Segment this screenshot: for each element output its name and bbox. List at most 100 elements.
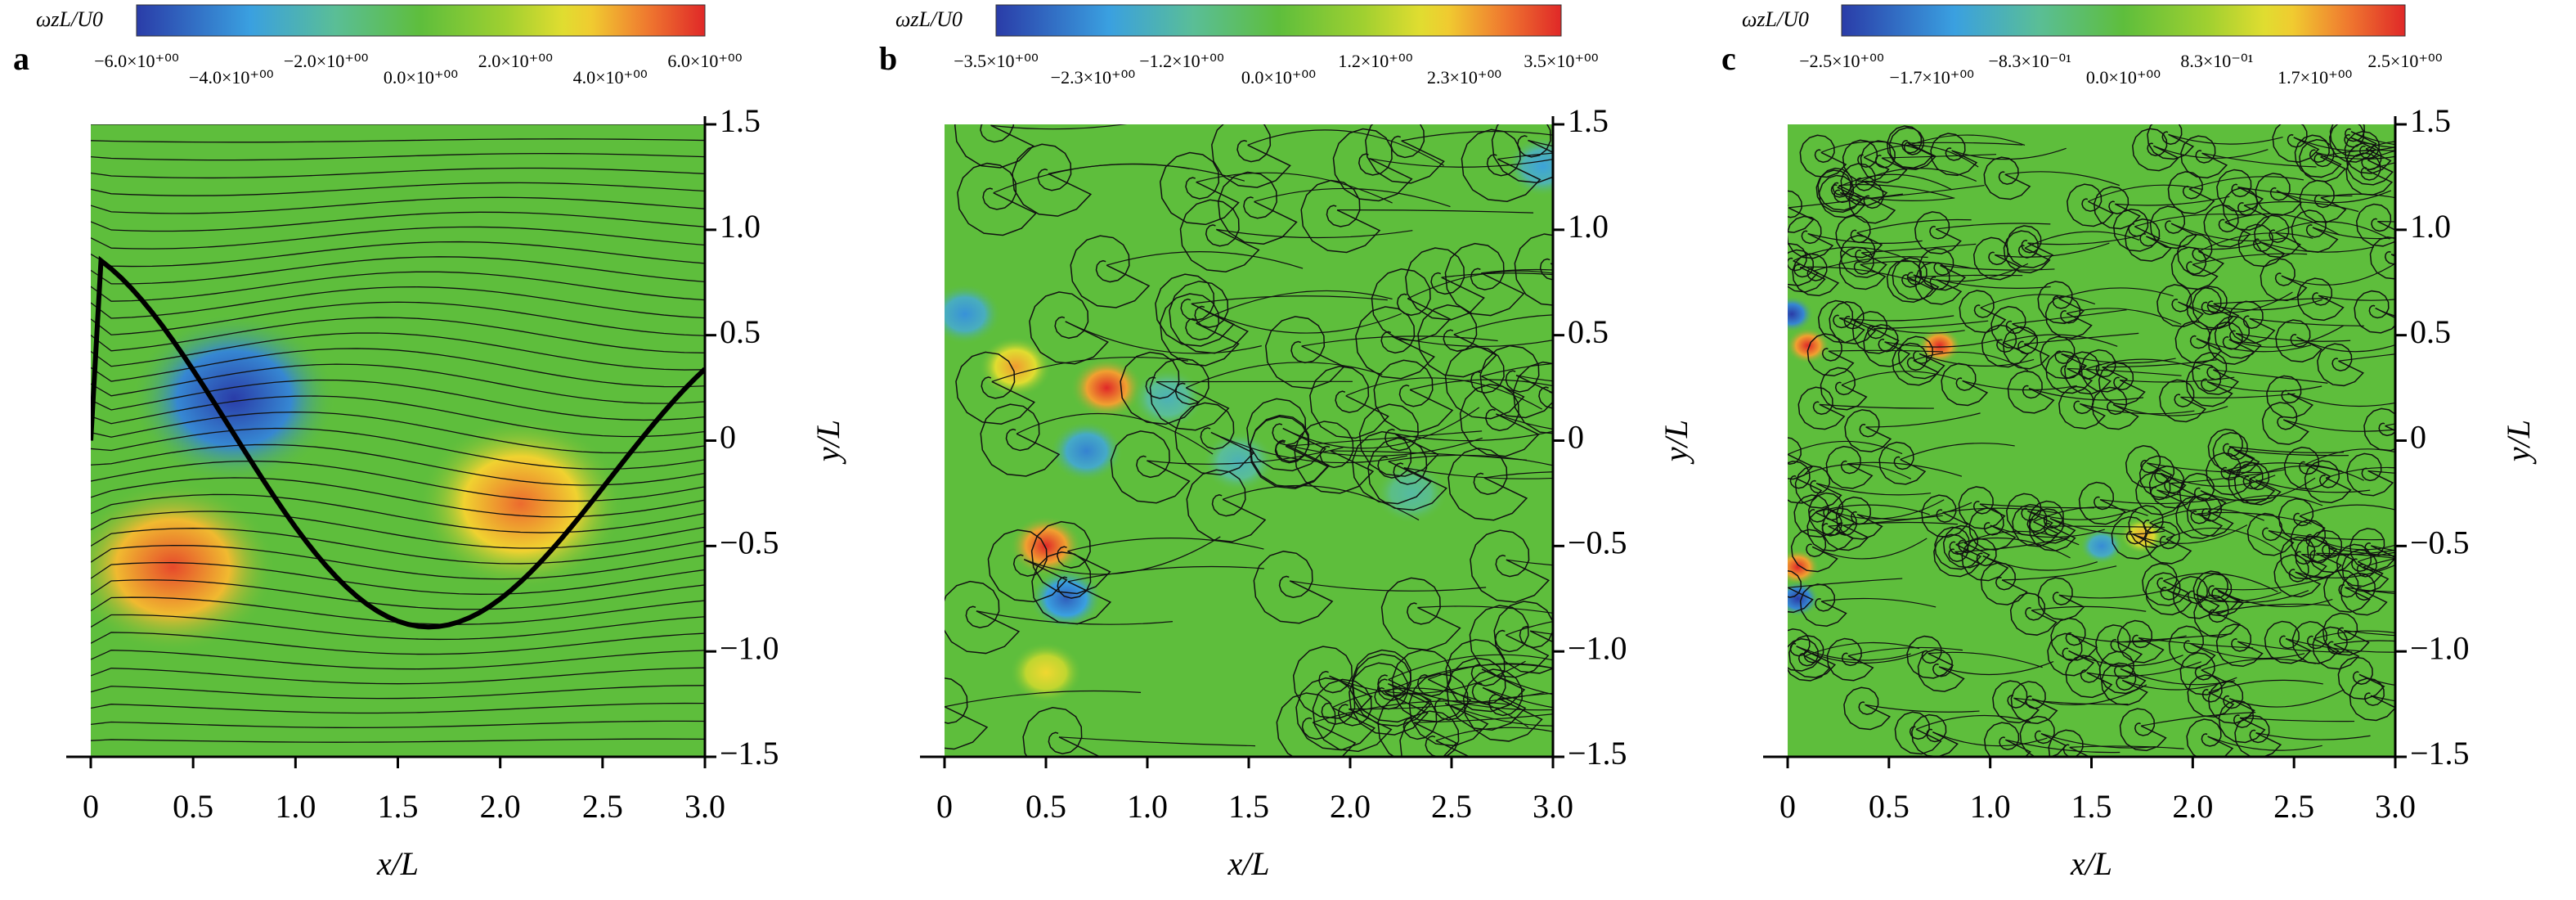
streamline (2207, 380, 2322, 392)
streamline (91, 562, 705, 595)
streamline (1496, 413, 1553, 430)
streamline (1351, 653, 1432, 727)
colorbar (995, 4, 1562, 37)
streamline (1377, 692, 1458, 757)
streamline (2370, 695, 2395, 702)
streamline (2304, 460, 2352, 504)
streamline (2214, 315, 2262, 359)
y-tick-label: 1.0 (1568, 208, 1609, 245)
streamline (1413, 713, 1553, 723)
streamline (2125, 218, 2172, 262)
streamline (2296, 336, 2395, 353)
colorbar-tick-label: −2.5×10⁺⁰⁰ (1799, 51, 1884, 71)
streamline (2028, 508, 2076, 551)
x-tick-label: 0 (83, 788, 99, 825)
colorbar-tick-label: 3.5×10⁺⁰⁰ (1524, 51, 1598, 71)
streamline (2320, 149, 2395, 158)
streamline (1821, 597, 1936, 608)
streamline (2167, 171, 2215, 214)
streamline (1843, 686, 1892, 731)
panel-letter: a (13, 40, 29, 77)
streamline (2069, 745, 2184, 749)
streamline (1401, 131, 1553, 142)
x-tick-label: 1.5 (378, 788, 419, 825)
streamline (2328, 547, 2395, 557)
streamline (2120, 376, 2235, 383)
streamline (2186, 286, 2234, 331)
streamline (2365, 141, 2395, 150)
streamline (1842, 139, 1890, 183)
streamline (1910, 134, 2026, 146)
streamline (1159, 293, 1240, 367)
streamline (1980, 562, 2028, 605)
y-tick-label: 0.5 (1568, 313, 1609, 350)
streamline (2185, 363, 2233, 407)
streamline (2295, 535, 2342, 579)
colorbar-tick-label: 2.3×10⁺⁰⁰ (1427, 67, 1501, 88)
x-tick-label: 3.0 (2375, 788, 2416, 825)
streamline (2031, 605, 2147, 612)
streamline (1110, 430, 1191, 504)
streamline (2168, 133, 2283, 145)
streamline (2311, 537, 2395, 551)
streamline (91, 363, 705, 404)
streamline (1828, 515, 1943, 527)
streamline (2215, 623, 2264, 668)
streamline (1919, 353, 2035, 367)
streamline (1417, 605, 1553, 614)
streamline (1990, 305, 2039, 349)
streamline (1811, 538, 1928, 560)
streamline (1529, 630, 1553, 635)
streamline (1491, 124, 1553, 184)
streamline (1844, 409, 1892, 452)
streamline (2085, 358, 2201, 370)
y-tick-label: −0.5 (1568, 524, 1627, 561)
streamline (2120, 668, 2236, 686)
streamline (2201, 152, 2317, 168)
streamline (2273, 554, 2322, 598)
streamline (2281, 263, 2395, 286)
streamline (1441, 272, 1553, 278)
streamline (945, 580, 1021, 655)
streamline (1936, 279, 2051, 289)
streamline (2165, 527, 2282, 552)
streamline (2093, 186, 2141, 230)
streamline (2317, 343, 2364, 387)
colorbar-tick-label: 1.2×10⁺⁰⁰ (1338, 51, 1412, 71)
streamline (2172, 575, 2220, 619)
x-tick-label: 1.5 (1228, 788, 1269, 825)
streamline (2344, 629, 2395, 637)
streamline (2259, 241, 2375, 253)
streamline (91, 720, 705, 729)
streamline (2212, 432, 2260, 475)
streamline (1196, 290, 1393, 324)
y-tick-label: 0 (2410, 419, 2426, 456)
streamline (2333, 640, 2395, 646)
streamline (1788, 440, 1903, 455)
streamline (2002, 326, 2050, 370)
streamline (1841, 371, 1957, 386)
streamline (2166, 589, 2282, 603)
streamline (1444, 346, 1525, 420)
colorbar-tick-label: −1.2×10⁺⁰⁰ (1139, 51, 1224, 71)
streamline (1048, 164, 1245, 182)
streamline (1882, 154, 1997, 159)
streamline (2369, 236, 2395, 280)
streamline (91, 411, 705, 454)
streamline (2207, 322, 2255, 365)
x-tick-label: 1.5 (2071, 788, 2112, 825)
streamline (1352, 430, 1432, 505)
streamline (1959, 290, 2007, 334)
plot-area (945, 124, 1553, 757)
streamline (1951, 147, 2067, 160)
streamline (2006, 493, 2053, 537)
streamline (1839, 235, 1887, 278)
streamline (1995, 242, 2110, 258)
streamline (2268, 529, 2384, 541)
streamline (1470, 529, 1551, 603)
streamline (2170, 246, 2219, 290)
streamline (1444, 242, 1525, 317)
streamline (2186, 718, 2234, 757)
streamline (2192, 352, 2239, 395)
